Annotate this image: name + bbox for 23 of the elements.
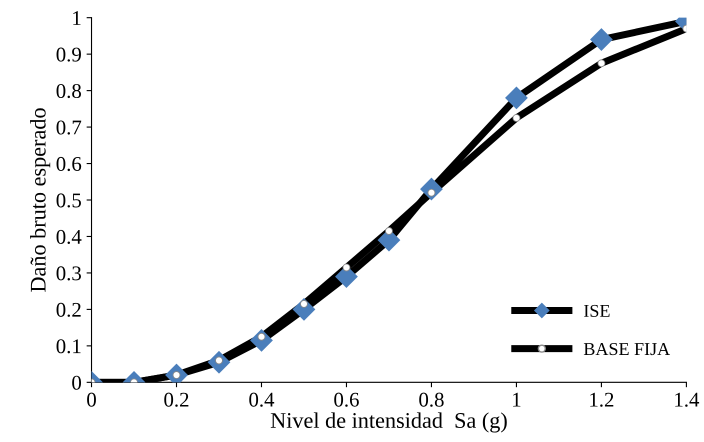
y-tick-label: 0.2 (56, 302, 81, 317)
x-axis-title: Nivel de intensidad Sa (g) (270, 412, 507, 433)
y-tick-label: 0.1 (56, 339, 81, 354)
x-tick-label: 0.6 (334, 392, 359, 407)
y-tick-label: 0.5 (56, 193, 81, 208)
x-tick-label: 1 (513, 392, 520, 407)
legend-label: ISE (584, 304, 610, 317)
x-tick-label: 0.2 (164, 392, 188, 407)
x-tick-label: 0 (87, 392, 96, 407)
y-tick-label: 0.6 (56, 156, 82, 172)
y-tick-label: 1 (73, 11, 81, 25)
x-tick-label: 0.4 (249, 392, 274, 407)
y-tick-label: 0.7 (56, 120, 82, 135)
y-axis-title: Daño bruto esperado (30, 108, 50, 292)
x-tick-label: 0.8 (419, 392, 444, 407)
y-tick-label: 0.8 (56, 84, 82, 98)
legend-label: BASE FIJA (584, 342, 670, 356)
x-tick-label: 1.2 (590, 392, 614, 407)
y-tick-label: 0.3 (56, 266, 81, 280)
y-tick-label: 0 (72, 376, 82, 390)
y-tick-label: 0.9 (56, 48, 81, 62)
x-tick-label: 1.4 (675, 392, 700, 407)
y-tick-label: 0.4 (56, 230, 82, 244)
